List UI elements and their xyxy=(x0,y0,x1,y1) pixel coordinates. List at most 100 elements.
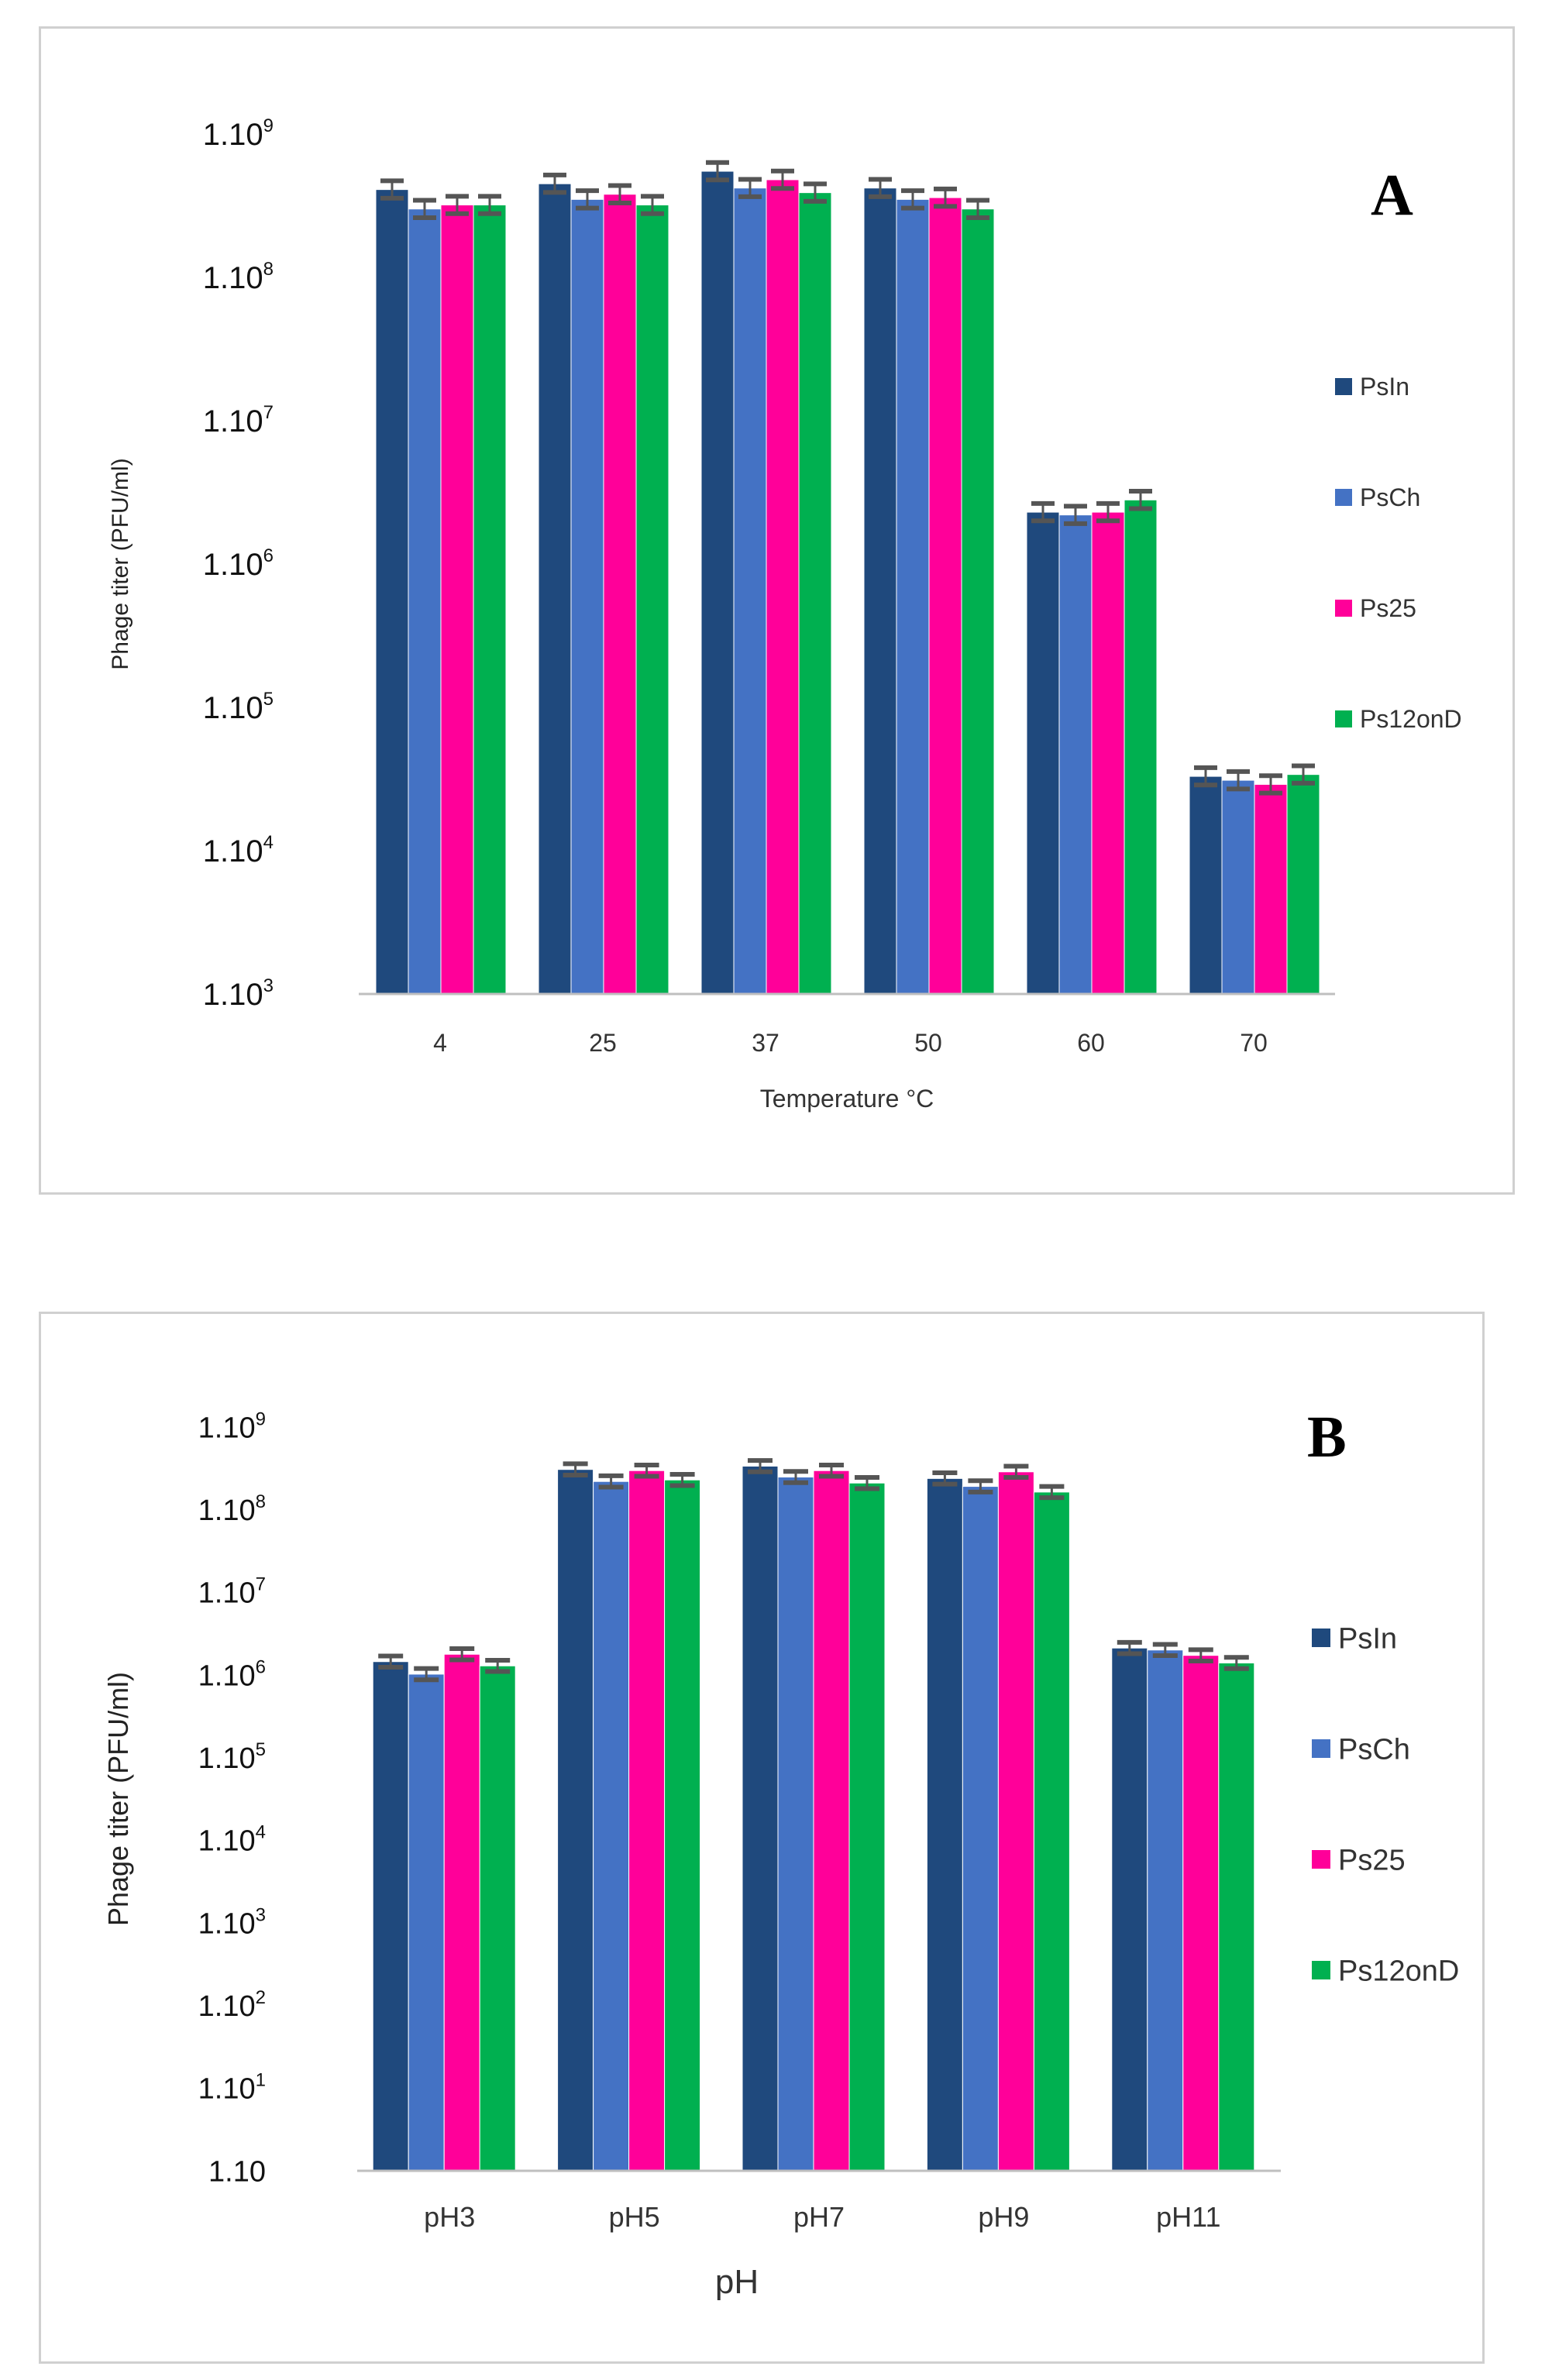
bar-ps25 xyxy=(443,1653,480,2172)
error-bar xyxy=(771,168,794,191)
bar-psin xyxy=(1189,776,1223,995)
error-bar xyxy=(608,183,631,205)
error-bar xyxy=(598,1473,624,1490)
x-tick-label: pH5 xyxy=(609,2201,660,2233)
y-tick-label: 1.106 xyxy=(198,1656,266,1692)
bar-psch xyxy=(408,1673,445,2172)
panel-label-a: A xyxy=(1371,163,1413,228)
chart-panel-b: 1.109 1.108 1.107 1.106 1.105 1.104 1.103 1.102… xyxy=(39,1312,1485,2364)
bar-psin xyxy=(926,1477,963,2172)
y-tick-label: 1.107 xyxy=(203,402,274,439)
error-bar xyxy=(1117,1639,1142,1656)
y-tick-label: 1.103 xyxy=(198,1904,266,1940)
y-tick-label: 1.102 xyxy=(198,1987,266,2023)
error-bar xyxy=(1096,500,1120,524)
bar-ps25 xyxy=(603,194,637,995)
bar-psin xyxy=(1111,1647,1148,2172)
chart-panel-a: 1.109 1.108 1.107 1.106 1.105 1.104 1.103 Phage… xyxy=(39,26,1515,1195)
legend-label: PsCh xyxy=(1360,483,1420,511)
error-bar xyxy=(1064,504,1087,526)
y-tick-label: 1.10 xyxy=(208,2155,266,2188)
error-bar xyxy=(1194,765,1217,788)
legend-item-psin: PsIn xyxy=(1312,1622,1397,1655)
error-bar xyxy=(1152,1642,1178,1659)
error-bar xyxy=(576,188,599,211)
legend-label: PsCh xyxy=(1338,1733,1410,1766)
error-bar xyxy=(855,1474,879,1491)
error-bar xyxy=(485,1657,511,1674)
bar-ps25 xyxy=(628,1470,666,2172)
bar-ps12ond xyxy=(1218,1663,1255,2172)
bar-ps25 xyxy=(928,197,962,995)
legend-item-ps25: Ps25 xyxy=(1335,594,1416,622)
bar-psin xyxy=(742,1465,779,2172)
error-bar xyxy=(413,198,436,220)
x-tick-label: pH7 xyxy=(793,2201,845,2233)
y-tick-label: 1.105 xyxy=(198,1739,266,1775)
bar-ps12ond xyxy=(473,205,507,995)
bar-ps12ond xyxy=(961,208,995,995)
bar-ps25 xyxy=(1254,783,1288,995)
legend-label: PsIn xyxy=(1338,1622,1397,1655)
legend-item-psin: PsIn xyxy=(1335,373,1409,401)
y-tick-label: 1.107 xyxy=(198,1574,266,1610)
bar-psin xyxy=(375,189,409,995)
bar-ps12ond xyxy=(479,1665,516,2172)
bar-ps25 xyxy=(1091,511,1125,995)
bar-ps25 xyxy=(766,179,800,995)
y-tick-label: 1.104 xyxy=(203,832,274,868)
bar-psin xyxy=(557,1469,594,2172)
bar-ps12ond xyxy=(848,1482,886,2172)
legend-swatch xyxy=(1335,489,1352,506)
error-bar xyxy=(804,181,827,204)
error-bar xyxy=(543,172,566,195)
error-bar xyxy=(1129,489,1152,511)
error-bar xyxy=(869,177,892,199)
bar-psch xyxy=(777,1477,814,2172)
error-bar xyxy=(478,194,501,216)
bar-ps12ond xyxy=(798,192,832,995)
bar-psch xyxy=(1147,1649,1184,2172)
chart-a-svg: 1.109 1.108 1.107 1.106 1.105 1.104 1.103 Phage… xyxy=(108,115,1462,1113)
error-bar xyxy=(901,188,924,211)
x-axis-label: Temperature °C xyxy=(760,1085,934,1113)
error-bar xyxy=(1292,763,1315,786)
bar-ps12ond xyxy=(1124,499,1158,995)
error-bar xyxy=(966,198,989,220)
y-tick-label: 1.103 xyxy=(203,975,274,1012)
x-tick-label: 25 xyxy=(589,1029,617,1057)
bar-ps12ond xyxy=(664,1479,701,2172)
legend-swatch xyxy=(1312,1739,1330,1758)
error-bar xyxy=(934,186,957,209)
bar-ps25 xyxy=(813,1470,850,2172)
legend-label: Ps12onD xyxy=(1360,705,1462,733)
error-bar xyxy=(634,1462,659,1479)
error-bar xyxy=(1188,1647,1213,1663)
bar-psch xyxy=(1058,514,1093,995)
error-bar xyxy=(449,1646,475,1663)
bar-psin xyxy=(700,170,735,995)
error-bar xyxy=(563,1461,588,1477)
bar-psch xyxy=(733,187,767,995)
panel-label-b: B xyxy=(1307,1405,1347,1470)
bar-psin xyxy=(372,1661,409,2172)
error-bar xyxy=(1227,769,1250,792)
error-bar xyxy=(1031,500,1055,524)
legend-label: Ps12onD xyxy=(1338,1955,1459,1987)
legend-item-psch: PsCh xyxy=(1312,1733,1410,1766)
error-bar xyxy=(1259,773,1282,796)
bar-psch xyxy=(962,1486,999,2172)
y-tick-label: 1.108 xyxy=(203,259,274,295)
y-tick-label: 1.109 xyxy=(198,1408,266,1444)
error-bar xyxy=(748,1458,773,1474)
legend-swatch xyxy=(1312,1850,1330,1869)
bar-ps25 xyxy=(440,205,474,995)
x-tick-label: 70 xyxy=(1240,1029,1268,1057)
x-tick-label: 37 xyxy=(752,1029,779,1057)
bar-psch xyxy=(408,208,442,995)
bar-ps25 xyxy=(1182,1655,1220,2172)
legend-item-ps12ond: Ps12onD xyxy=(1312,1955,1459,1987)
legend-swatch xyxy=(1312,1961,1330,1979)
error-bar xyxy=(1223,1655,1249,1671)
error-bar xyxy=(380,178,404,201)
